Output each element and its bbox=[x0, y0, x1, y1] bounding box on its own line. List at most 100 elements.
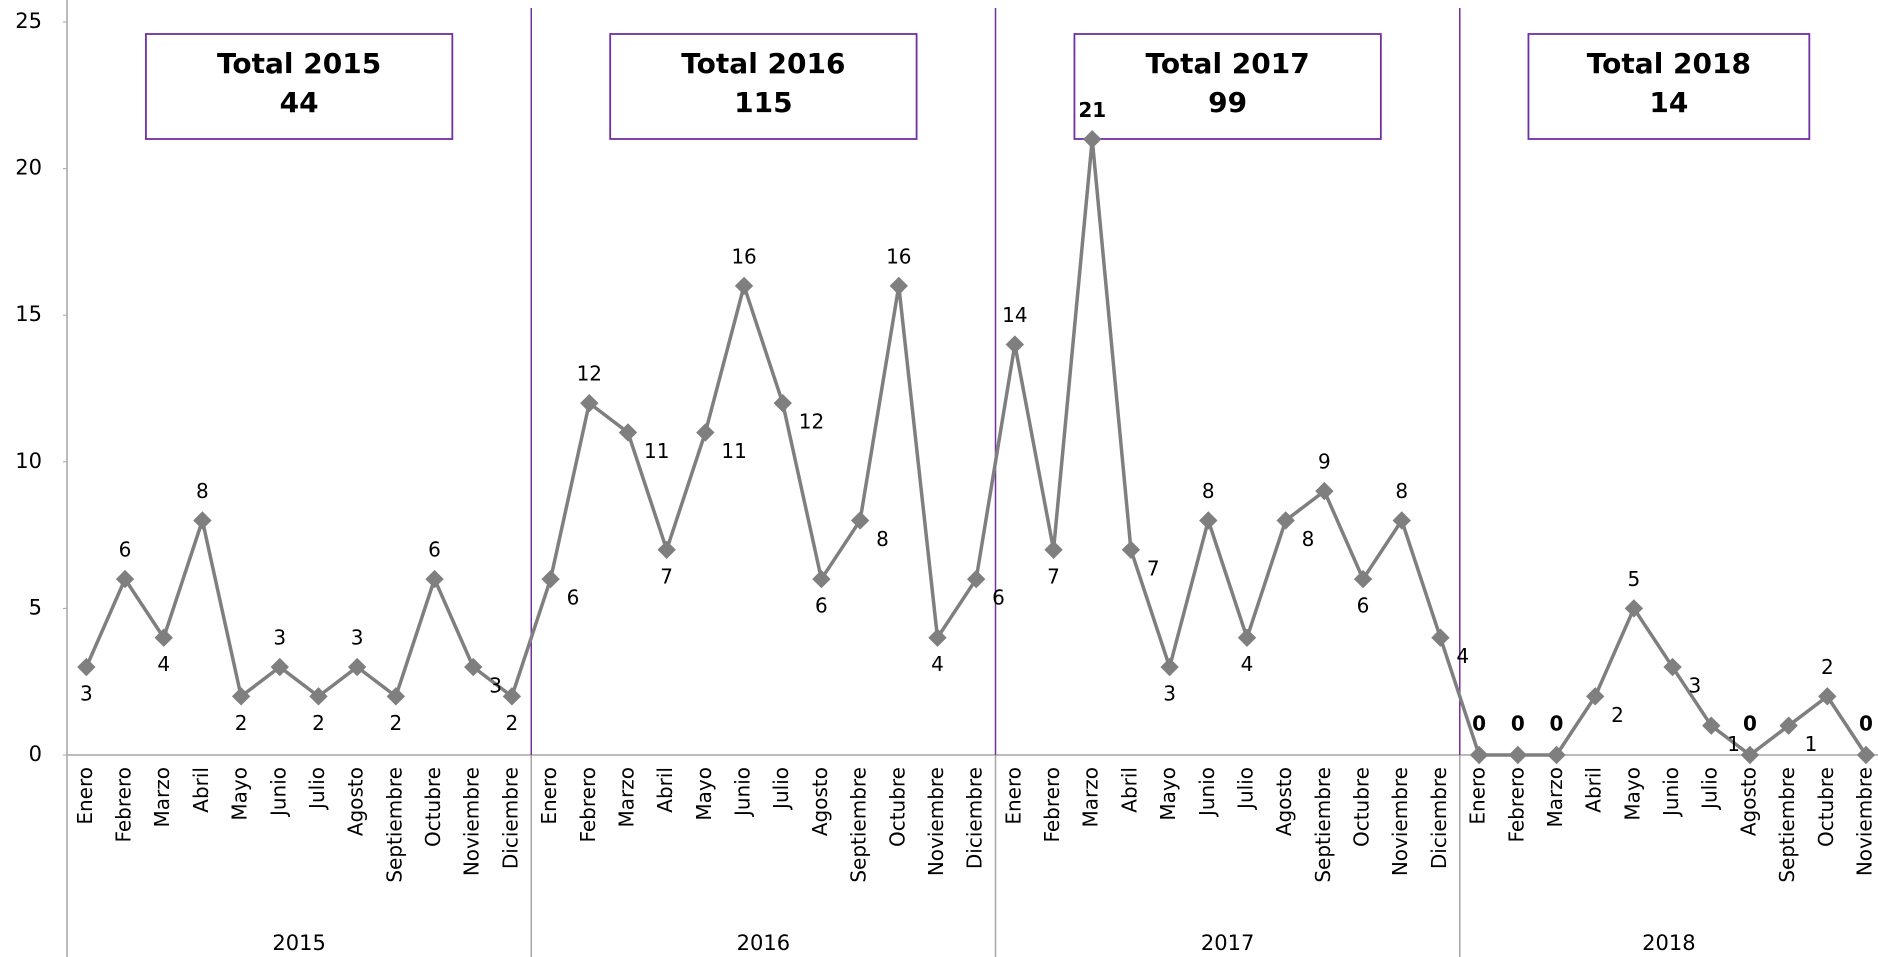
x-tick-label: Junio bbox=[1195, 767, 1219, 818]
point bbox=[464, 657, 483, 677]
x-tick-label: Mayo bbox=[228, 767, 252, 821]
point bbox=[386, 687, 406, 706]
point bbox=[270, 657, 289, 677]
data-label: 2 bbox=[389, 711, 402, 735]
data-label: 16 bbox=[731, 244, 756, 268]
data-label: 12 bbox=[799, 410, 824, 434]
data-label: 8 bbox=[1302, 527, 1315, 551]
point bbox=[154, 628, 173, 647]
point bbox=[657, 540, 676, 559]
x-tick-label: Octubre bbox=[885, 767, 909, 847]
data-label: 2 bbox=[1611, 703, 1624, 727]
x-tick-label: Septiembre bbox=[1775, 767, 1799, 883]
x-tick-label: Junio bbox=[1659, 767, 1683, 818]
data-label: 6 bbox=[1357, 594, 1370, 618]
data-label: 8 bbox=[876, 527, 889, 551]
x-tick-label: Enero bbox=[537, 767, 561, 825]
data-label: 2 bbox=[235, 711, 248, 735]
data-label: 3 bbox=[489, 674, 502, 698]
point bbox=[1779, 716, 1798, 735]
x-tick-label: Agosto bbox=[808, 767, 832, 836]
total-box bbox=[145, 33, 454, 140]
data-label: 1 bbox=[1727, 732, 1740, 756]
point bbox=[618, 423, 638, 442]
year-label: 2018 bbox=[1642, 931, 1695, 955]
x-tick-label: Octubre bbox=[1814, 767, 1838, 847]
year-label: 2015 bbox=[272, 931, 325, 955]
data-label: 9 bbox=[1318, 450, 1331, 474]
point bbox=[1702, 716, 1721, 735]
point bbox=[1431, 628, 1450, 647]
data-label: 6 bbox=[428, 538, 441, 562]
data-label: 8 bbox=[1395, 479, 1408, 503]
data-label: 0 bbox=[1511, 712, 1525, 736]
x-tick-label: Abril bbox=[653, 767, 677, 813]
total-value: 99 bbox=[1208, 86, 1247, 119]
y-tick-label: 25 bbox=[15, 9, 42, 33]
data-label: 4 bbox=[157, 652, 170, 676]
data-label: 2 bbox=[506, 711, 519, 735]
data-label: 0 bbox=[1472, 712, 1486, 736]
x-tick-label: Febrero bbox=[112, 767, 136, 843]
point bbox=[425, 569, 444, 589]
data-label: 3 bbox=[1689, 674, 1702, 698]
x-tick-label: Octubre bbox=[421, 767, 445, 847]
data-label: 14 bbox=[1002, 303, 1027, 327]
total-value: 44 bbox=[280, 86, 319, 119]
data-label: 8 bbox=[1202, 479, 1215, 503]
point bbox=[1818, 687, 1837, 706]
y-tick-label: 0 bbox=[29, 742, 42, 766]
y-tick-label: 10 bbox=[15, 449, 42, 473]
point bbox=[773, 393, 792, 413]
data-label: 6 bbox=[992, 586, 1005, 610]
x-tick-label: Julio bbox=[1698, 767, 1722, 811]
point bbox=[193, 511, 212, 530]
x-tick-label: Mayo bbox=[1156, 767, 1180, 821]
x-tick-label: Diciembre bbox=[1427, 767, 1451, 869]
x-tick-label: Noviembre bbox=[1388, 767, 1412, 876]
x-tick-label: Abril bbox=[1582, 767, 1606, 813]
x-tick-label: Noviembre bbox=[1853, 767, 1877, 876]
data-label: 6 bbox=[567, 586, 580, 610]
x-tick-label: Agosto bbox=[344, 767, 368, 836]
point bbox=[1740, 745, 1760, 765]
x-tick-label: Julio bbox=[769, 767, 793, 811]
point bbox=[850, 511, 870, 530]
x-tick-label: Febrero bbox=[576, 767, 600, 843]
point bbox=[309, 687, 328, 706]
point bbox=[77, 657, 96, 677]
point bbox=[541, 569, 560, 589]
point bbox=[1469, 745, 1489, 765]
x-tick-label: Julio bbox=[305, 767, 329, 811]
y-tick-label: 5 bbox=[29, 595, 42, 619]
point bbox=[812, 569, 831, 589]
data-label: 2 bbox=[1821, 655, 1834, 679]
point bbox=[1508, 745, 1527, 765]
x-tick-label: Mayo bbox=[692, 767, 716, 821]
point bbox=[1585, 687, 1605, 706]
point bbox=[1276, 511, 1295, 530]
x-tick-label: Mayo bbox=[1620, 767, 1644, 821]
x-tick-label: Enero bbox=[1001, 767, 1025, 825]
x-tick-label: Agosto bbox=[1736, 767, 1760, 836]
total-title: Total 2016 bbox=[681, 47, 845, 80]
data-label: 4 bbox=[1456, 644, 1469, 668]
x-tick-label: Septiembre bbox=[847, 767, 871, 883]
data-label: 11 bbox=[644, 439, 669, 463]
data-label: 7 bbox=[1147, 556, 1160, 580]
point bbox=[966, 569, 986, 589]
point bbox=[889, 276, 908, 296]
data-label: 16 bbox=[886, 244, 911, 268]
data-label: 3 bbox=[80, 682, 93, 706]
data-label: 5 bbox=[1628, 567, 1641, 591]
total-title: Total 2015 bbox=[217, 47, 381, 80]
x-tick-label: Noviembre bbox=[924, 767, 948, 876]
x-tick-label: Diciembre bbox=[498, 767, 522, 869]
y-tick-label: 20 bbox=[15, 156, 42, 180]
point bbox=[1121, 540, 1141, 559]
data-label: 21 bbox=[1078, 98, 1106, 122]
total-box bbox=[609, 33, 918, 140]
x-tick-label: Abril bbox=[1117, 767, 1141, 813]
year-label: 2016 bbox=[737, 931, 790, 955]
